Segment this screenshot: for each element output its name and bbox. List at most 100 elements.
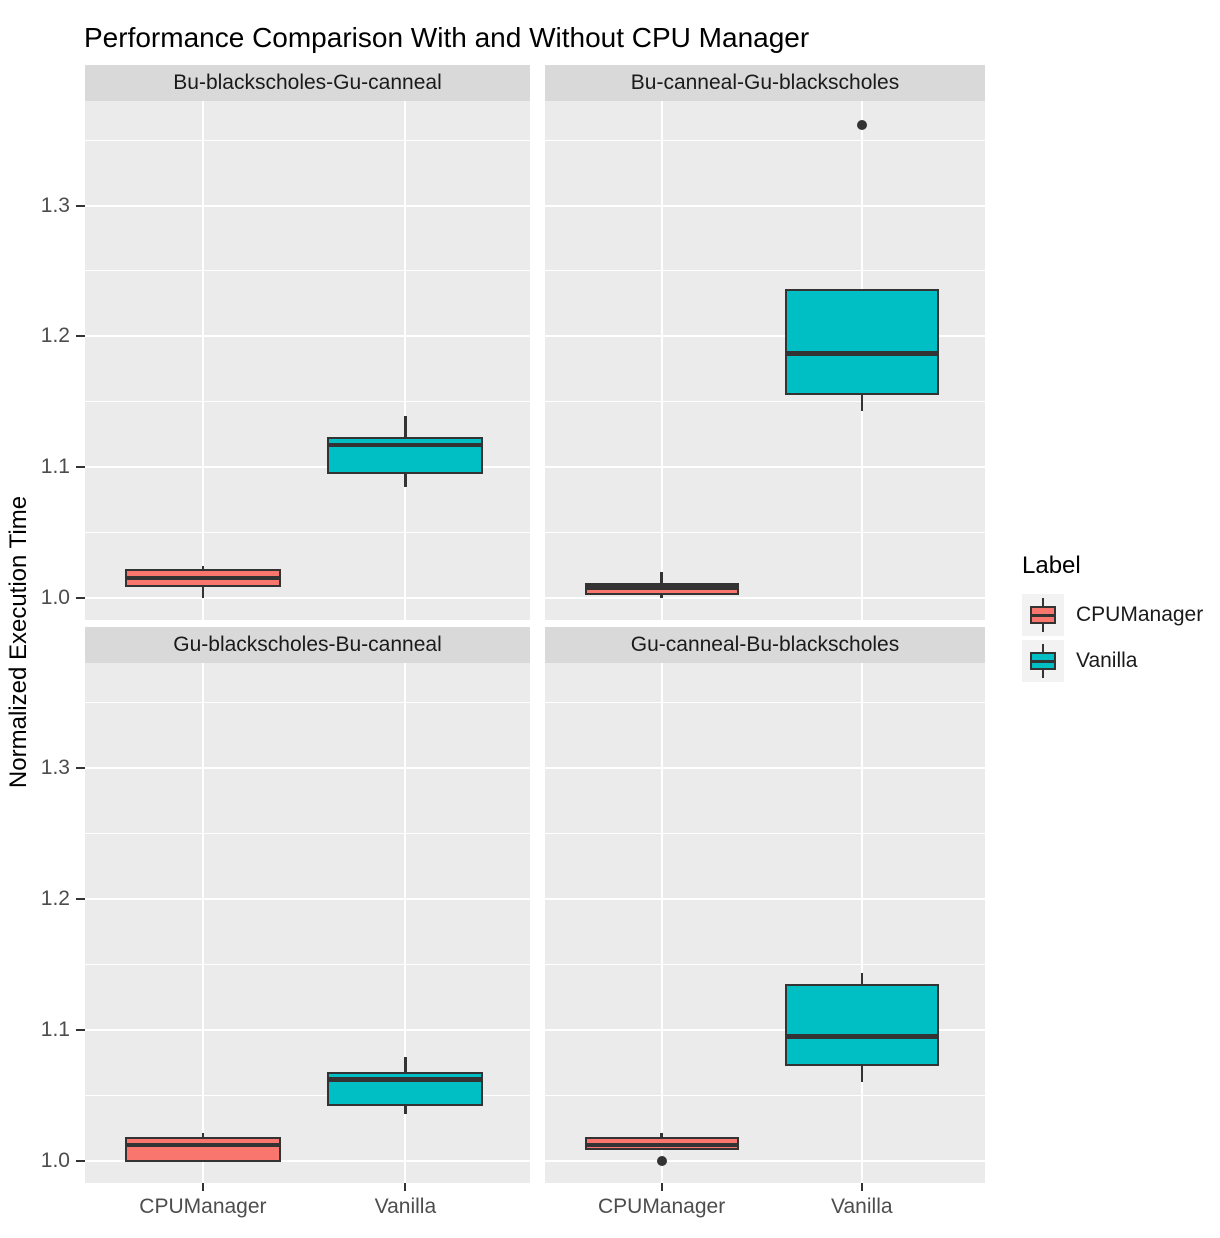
boxplot-box [124,1137,281,1163]
gridline-minor [545,701,985,703]
boxplot-median [784,351,939,356]
legend: Label CPUManager Vanilla [1022,552,1203,686]
facet-panel [545,663,985,1183]
gridline-major [545,204,985,207]
facet-strip-label: Bu-blackscholes-Gu-canneal [173,71,442,94]
gridline-category [201,101,204,620]
boxplot-median [124,1142,281,1148]
boxplot-median [784,1034,939,1039]
legend-item-vanilla: Vanilla [1022,640,1203,682]
gridline-major [545,335,985,338]
boxplot-lower-whisker [860,1066,864,1083]
x-tick-label: CPUManager [597,1195,726,1218]
boxplot-median [584,1142,739,1148]
legend-key [1022,640,1064,682]
facet-strip: Gu-blackscholes-Bu-canneal [85,627,530,663]
legend-label: CPUManager [1076,603,1204,626]
gridline-minor [85,531,530,533]
y-tick-label: 1.0 [40,1148,70,1172]
boxplot-lower-whisker [404,473,407,487]
gridline-major [85,335,530,338]
boxplot-upper-whisker [660,571,663,584]
facet-panel [85,663,530,1183]
gridline-minor [85,139,530,141]
plot-title: Performance Comparison With and Without … [84,22,810,53]
x-tick-label: CPUManager [139,1195,267,1218]
boxplot-median [327,442,484,448]
gridline-category [660,101,663,620]
gridline-major [85,1159,530,1162]
gridline-major [545,466,985,469]
boxplot-upper-whisker [201,566,205,569]
y-tick-mark [76,204,85,207]
gridline-major [85,596,530,599]
gridline-major [85,204,530,207]
boxplot-upper-whisker [404,416,407,437]
gridline-category [404,101,407,620]
y-tick-mark [76,466,85,469]
boxplot-upper-whisker [201,1133,205,1138]
x-tick-mark [660,1183,663,1191]
y-tick-mark [76,596,85,599]
gridline-minor [85,401,530,403]
boxplot-box [784,289,939,396]
boxplot-median [124,575,281,581]
y-tick-mark [76,897,85,900]
gridline-major [545,766,985,769]
gridline-minor [545,401,985,403]
gridline-minor [85,963,530,965]
y-tick-label: 1.1 [40,1017,70,1041]
x-tick-mark [201,1183,204,1191]
gridline-minor [545,531,985,533]
y-tick-mark [76,1159,85,1162]
boxplot-glyph-median [1030,614,1056,617]
gridline-category [404,663,407,1183]
gridline-category [201,663,204,1183]
facet-panel [85,101,530,620]
gridline-major [85,1028,530,1031]
x-tick-mark [404,1183,407,1191]
y-tick-label: 1.0 [40,585,70,609]
boxplot-lower-whisker [660,595,663,598]
legend-item-cpumanager: CPUManager [1022,594,1203,636]
facet-panel [545,101,985,620]
boxplot-box [784,983,939,1067]
y-tick-label: 1.2 [40,886,70,910]
gridline-minor [85,1094,530,1096]
gridline-major [85,766,530,769]
gridline-minor [545,1094,985,1096]
facet-strip-label: Gu-canneal-Bu-blackscholes [630,633,900,656]
boxplot-upper-whisker [660,1133,663,1138]
x-tick-label: Vanilla [374,1195,437,1218]
gridline-minor [545,139,985,141]
gridline-major [85,466,530,469]
gridline-minor [545,270,985,272]
gridline-major [545,596,985,599]
y-axis-title: Normalized Execution Time [5,495,32,789]
y-tick-label: 1.2 [40,324,70,348]
gridline-category [660,663,663,1183]
gridline-major [545,1159,985,1162]
y-tick-label: 1.1 [40,455,70,479]
facet-strip: Gu-canneal-Bu-blackscholes [545,627,985,663]
facet-strip: Bu-canneal-Gu-blackscholes [545,65,985,101]
boxplot-lower-whisker [404,1105,407,1114]
y-tick-label: 1.3 [40,755,70,779]
gridline-category [860,663,863,1183]
boxplot-glyph-median [1030,660,1056,663]
gridline-minor [85,270,530,272]
outlier-point [856,119,867,130]
y-tick-mark [76,1028,85,1031]
gridline-minor [85,701,530,703]
gridline-major [85,897,530,900]
gridline-major [545,1028,985,1031]
boxplot-median [327,1077,484,1082]
boxplot-upper-whisker [404,1057,407,1072]
boxplot-lower-whisker [860,395,864,411]
facet-strip-label: Bu-canneal-Gu-blackscholes [630,71,900,94]
y-tick-mark [76,766,85,769]
boxplot-lower-whisker [201,587,205,598]
legend-label: Vanilla [1076,649,1138,672]
legend-title: Label [1022,552,1081,579]
